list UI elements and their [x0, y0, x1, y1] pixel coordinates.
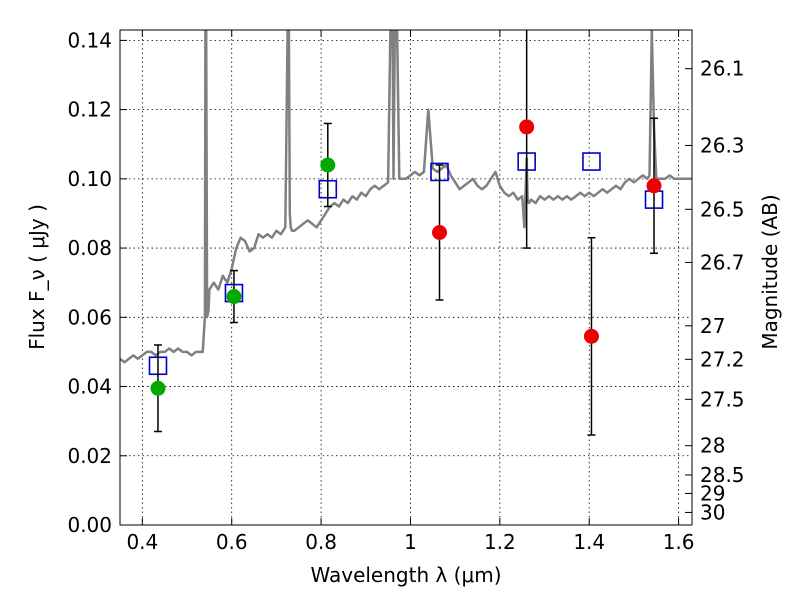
x-tick-label: 1	[404, 530, 417, 554]
right-tick-label: 27.2	[700, 347, 745, 371]
green-point	[150, 380, 166, 396]
x-tick-label: 0.4	[126, 530, 158, 554]
red-point	[646, 178, 662, 194]
right-tick-label: 28	[700, 434, 725, 458]
y-tick-label: 0.02	[67, 444, 112, 468]
points-layer	[148, 30, 664, 436]
y-tick-label: 0.12	[67, 98, 112, 122]
plot-area	[120, 30, 692, 525]
x-tick-label: 1.6	[663, 530, 695, 554]
y-tick-label: 0.00	[67, 513, 112, 537]
x-tick-label: 0.6	[216, 530, 248, 554]
y-tick-label: 0.04	[67, 375, 112, 399]
right-axis-label: Magnitude (AB)	[758, 194, 782, 349]
y-axis: 0.00 0.02 0.04 0.06 0.08 0.10 0.12 0.14	[67, 28, 127, 537]
model-square	[582, 152, 601, 171]
x-tick-label: 1.4	[573, 530, 605, 554]
x-tick-label: 0.8	[305, 530, 337, 554]
right-tick-label: 27	[700, 314, 725, 338]
y-axis-label: Flux F_ν ( μJy )	[25, 204, 49, 350]
right-tick-label: 28.5	[700, 463, 745, 487]
right-tick-label: 26.5	[700, 197, 745, 221]
y-tick-label: 0.14	[67, 28, 112, 52]
green-point	[226, 289, 242, 305]
x-tick-label: 1.2	[484, 530, 516, 554]
grid	[120, 30, 692, 526]
right-tick-label: 26.7	[700, 250, 745, 274]
plot-frame	[119, 29, 693, 526]
y-tick-label: 0.06	[67, 305, 112, 329]
y-tick-label: 0.10	[67, 167, 112, 191]
right-tick-label: 26.3	[700, 133, 745, 157]
series-layer	[120, 30, 692, 364]
right-tick-label: 27.5	[700, 387, 745, 411]
x-axis: 0.4 0.6 0.8 1 1.2 1.4 1.6	[126, 30, 695, 554]
right-tick-label: 29	[700, 481, 725, 505]
red-point	[519, 119, 535, 135]
x-axis-label: Wavelength λ (μm)	[310, 563, 501, 587]
green-point	[320, 157, 336, 173]
red-point	[583, 328, 599, 344]
right-tick-label: 30	[700, 500, 725, 524]
y-tick-label: 0.08	[67, 236, 112, 260]
red-point	[432, 225, 448, 240]
right-tick-label: 26.1	[700, 57, 745, 81]
spectrum-line	[120, 30, 692, 364]
